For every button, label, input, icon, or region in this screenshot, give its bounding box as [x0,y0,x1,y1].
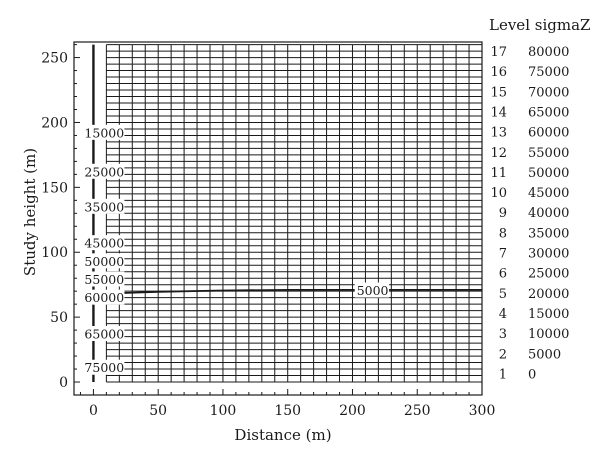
y-tick-label: 250 [41,51,68,67]
y-tick-label: 150 [41,180,68,196]
contour-label-background [82,235,125,251]
contour-label-background [82,253,125,269]
plot-axes [73,41,483,396]
x-tick-label: 0 [89,403,98,419]
y-tick-label: 0 [59,375,68,391]
legend-level: 12 [490,146,507,161]
y-tick-label: 100 [41,245,68,261]
contour-line [93,288,482,298]
legend-value: 30000 [528,247,569,262]
contour-label-background [354,282,390,298]
legend-level: 14 [490,105,507,120]
contour-label-background [82,271,125,287]
plot-frame [73,41,483,396]
contour-label-background [82,289,125,305]
legend-value: 15000 [528,307,569,322]
legend-level: 17 [490,45,507,60]
tick-labels: 0 50 100 150 200 250 300 0 50 100 150 200 250 [41,51,495,419]
legend-header: Level sigmaZ [489,16,590,34]
legend-value: 60000 [528,126,569,141]
contour-label: 35000 [84,199,124,214]
contour-label: 5000 [357,283,389,298]
legend-level: 7 [499,247,507,262]
contour-lines [93,288,482,298]
contour-label: 45000 [84,236,124,251]
legend-level: 2 [499,347,507,362]
legend-value: 65000 [528,105,569,120]
legend-value: 45000 [528,186,569,201]
legend-value: 0 [528,367,536,382]
legend-value: 5000 [528,347,561,362]
x-tick-label: 200 [339,403,366,419]
legend-level: 5 [499,287,507,302]
contour-label-background [82,359,125,375]
contour-label: 15000 [84,125,124,140]
legend-value: 50000 [528,166,569,181]
contour-label: 65000 [84,327,124,342]
legend-value: 20000 [528,287,569,302]
legend-level: 9 [499,206,507,221]
legend-level: 3 [499,327,507,342]
contour-label-background [82,163,125,179]
grid [105,44,483,383]
legend-level: 1 [499,367,507,382]
x-tick-label: 100 [210,403,237,419]
contour-label-background [82,326,125,342]
x-axis-title: Distance (m) [234,426,331,444]
legend-value: 35000 [528,226,569,241]
legend-value: 10000 [528,327,569,342]
contour-label-background [82,198,125,214]
legend-value: 75000 [528,65,569,80]
legend-value: 70000 [528,85,569,100]
legend-value: 40000 [528,206,569,221]
legend-value: 80000 [528,45,569,60]
x-tick-label: 150 [274,403,301,419]
legend-level: 4 [499,307,507,322]
contour-label: 55000 [84,272,124,287]
legend-value: 55000 [528,146,569,161]
legend-level: 10 [490,186,507,201]
legend-level: 6 [499,267,507,282]
contour-label-background [82,124,125,140]
x-tick-label: 50 [149,403,167,419]
contour-label: 75000 [84,360,124,375]
legend-level: 8 [499,226,507,241]
legend-level: 11 [490,166,507,181]
y-tick-label: 200 [41,115,68,131]
contour-label: 50000 [84,254,124,269]
legend-value: 25000 [528,267,569,282]
contour-label: 60000 [84,290,124,305]
x-tick-label: 300 [469,403,496,419]
contour-labels: 15000 25000 35000 45000 50000 55000 60000 65000… [82,124,390,375]
y-tick-label: 50 [50,310,68,326]
x-tick-label: 250 [404,403,431,419]
legend-level: 16 [490,65,507,80]
legend-level: 13 [490,126,507,141]
y-axis-title: Study height (m) [21,148,39,276]
legend-level: 15 [490,85,507,100]
contour-label: 25000 [84,164,124,179]
